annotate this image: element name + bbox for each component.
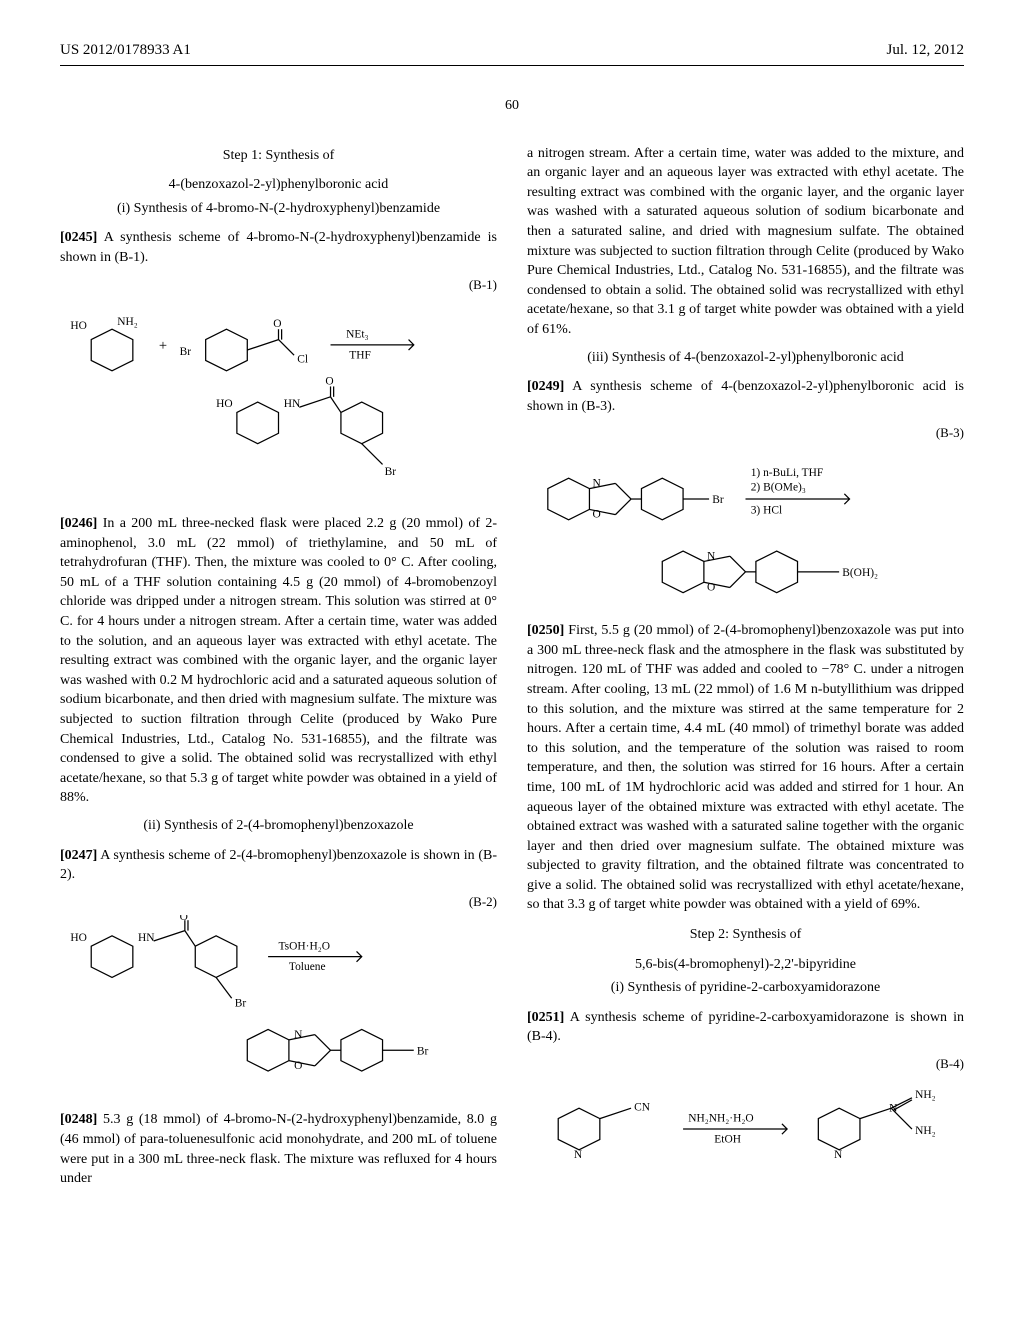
svg-text:EtOH: EtOH — [714, 1134, 741, 1146]
svg-text:O: O — [294, 1060, 302, 1072]
section2-i-title: (i) Synthesis of pyridine-2-carboxyamido… — [527, 978, 964, 998]
section-ii-title: (ii) Synthesis of 2-(4-bromophenyl)benzo… — [60, 816, 497, 836]
para-text-0251: A synthesis scheme of pyridine-2-carboxy… — [527, 1010, 964, 1045]
scheme-b4-label: (B-4) — [527, 1055, 964, 1073]
svg-text:NH₂: NH₂ — [915, 1125, 936, 1137]
para-text-0246: In a 200 mL three-necked flask were plac… — [60, 516, 497, 805]
svg-text:Br: Br — [385, 466, 397, 478]
svg-text:HN: HN — [138, 932, 155, 944]
para-text-0247: A synthesis scheme of 2-(4-bromophenyl)b… — [60, 848, 497, 883]
svg-text:HO: HO — [70, 932, 87, 944]
svg-text:Br: Br — [180, 346, 192, 358]
scheme-b4: N CN NH₂NH₂·H₂O EtOH N NH₂ N NH₂ — [527, 1077, 964, 1188]
svg-text:3) HCl: 3) HCl — [751, 504, 782, 516]
para-num-0246: [0246] — [60, 516, 97, 531]
svg-text:O: O — [180, 915, 188, 923]
svg-text:TsOH·H₂O: TsOH·H₂O — [279, 940, 330, 952]
para-0247: [0247] A synthesis scheme of 2-(4-bromop… — [60, 846, 497, 885]
page-number: 60 — [60, 96, 964, 116]
para-0251: [0251] A synthesis scheme of pyridine-2-… — [527, 1008, 964, 1047]
svg-text:NH₂: NH₂ — [117, 316, 138, 328]
svg-text:NH₂NH₂·H₂O: NH₂NH₂·H₂O — [688, 1113, 753, 1125]
svg-text:2) B(OMe)₃: 2) B(OMe)₃ — [751, 481, 806, 493]
svg-text:O: O — [273, 318, 281, 330]
para-num-0248: [0248] — [60, 1112, 97, 1127]
svg-text:O: O — [325, 375, 333, 387]
para-num-0250: [0250] — [527, 623, 564, 638]
svg-text:N: N — [834, 1149, 842, 1161]
step1-subtitle: 4-(benzoxazol-2-yl)phenylboronic acid — [60, 175, 497, 195]
svg-text:O: O — [707, 581, 715, 593]
para-text-0249: A synthesis scheme of 4-(benzoxazol-2-yl… — [527, 379, 964, 414]
svg-text:1) n-BuLi, THF: 1) n-BuLi, THF — [751, 467, 824, 479]
scheme-b2: HO HN O Br TsOH·H₂O Toluene — [60, 915, 497, 1098]
svg-text:N: N — [574, 1149, 582, 1161]
svg-text:NEt₃: NEt₃ — [346, 328, 368, 340]
svg-text:Br: Br — [712, 494, 724, 506]
para-num-0247: [0247] — [60, 848, 97, 863]
scheme-b3-label: (B-3) — [527, 424, 964, 442]
scheme-b3: N O Br 1) n-BuLi, THF 2) B(OMe)₃ 3) HCl — [527, 447, 964, 610]
para-num-0251: [0251] — [527, 1010, 564, 1025]
svg-text:Br: Br — [417, 1045, 429, 1057]
step2-title: Step 2: Synthesis of — [527, 925, 964, 945]
section-i-title: (i) Synthesis of 4-bromo-N-(2-hydroxyphe… — [60, 199, 497, 219]
content-columns: Step 1: Synthesis of 4-(benzoxazol-2-yl)… — [60, 136, 964, 1200]
scheme-b1: HO NH₂ + Br O Cl NEt₃ THF — [60, 298, 497, 502]
svg-text:Toluene: Toluene — [289, 961, 326, 973]
para-0245: [0245] A synthesis scheme of 4-bromo-N-(… — [60, 228, 497, 267]
scheme-b1-label: (B-1) — [60, 276, 497, 294]
page-header: US 2012/0178933 A1 Jul. 12, 2012 — [60, 40, 964, 66]
right-column: a nitrogen stream. After a certain time,… — [527, 136, 964, 1200]
publication-date: Jul. 12, 2012 — [886, 40, 964, 61]
svg-text:O: O — [593, 508, 601, 520]
scheme-b2-label: (B-2) — [60, 893, 497, 911]
svg-text:NH₂: NH₂ — [915, 1089, 936, 1101]
svg-text:B(OH)₂: B(OH)₂ — [842, 567, 878, 579]
svg-text:+: + — [159, 338, 167, 354]
step1-title: Step 1: Synthesis of — [60, 146, 497, 166]
patent-number: US 2012/0178933 A1 — [60, 40, 191, 61]
para-0250: [0250] First, 5.5 g (20 mmol) of 2-(4-br… — [527, 621, 964, 915]
left-column: Step 1: Synthesis of 4-(benzoxazol-2-yl)… — [60, 136, 497, 1200]
para-num-0249: [0249] — [527, 379, 564, 394]
para-0248: [0248] 5.3 g (18 mmol) of 4-bromo-N-(2-h… — [60, 1110, 497, 1188]
svg-text:HN: HN — [284, 398, 301, 410]
svg-text:Cl: Cl — [297, 353, 308, 365]
para-0246: [0246] In a 200 mL three-necked flask we… — [60, 514, 497, 808]
para-text-0248: 5.3 g (18 mmol) of 4-bromo-N-(2-hydroxyp… — [60, 1112, 497, 1186]
para-num-0245: [0245] — [60, 230, 97, 245]
para-text-0250: First, 5.5 g (20 mmol) of 2-(4-bromophen… — [527, 623, 964, 912]
svg-text:THF: THF — [349, 349, 371, 361]
para-text-0245: A synthesis scheme of 4-bromo-N-(2-hydro… — [60, 230, 497, 265]
svg-text:HO: HO — [70, 320, 87, 332]
svg-text:HO: HO — [216, 398, 233, 410]
svg-text:Br: Br — [235, 997, 247, 1009]
para-cont: a nitrogen stream. After a certain time,… — [527, 144, 964, 340]
section-iii-title: (iii) Synthesis of 4-(benzoxazol-2-yl)ph… — [527, 348, 964, 368]
step2-subtitle: 5,6-bis(4-bromophenyl)-2,2'-bipyridine — [527, 955, 964, 975]
para-0249: [0249] A synthesis scheme of 4-(benzoxaz… — [527, 377, 964, 416]
svg-text:CN: CN — [634, 1102, 650, 1114]
